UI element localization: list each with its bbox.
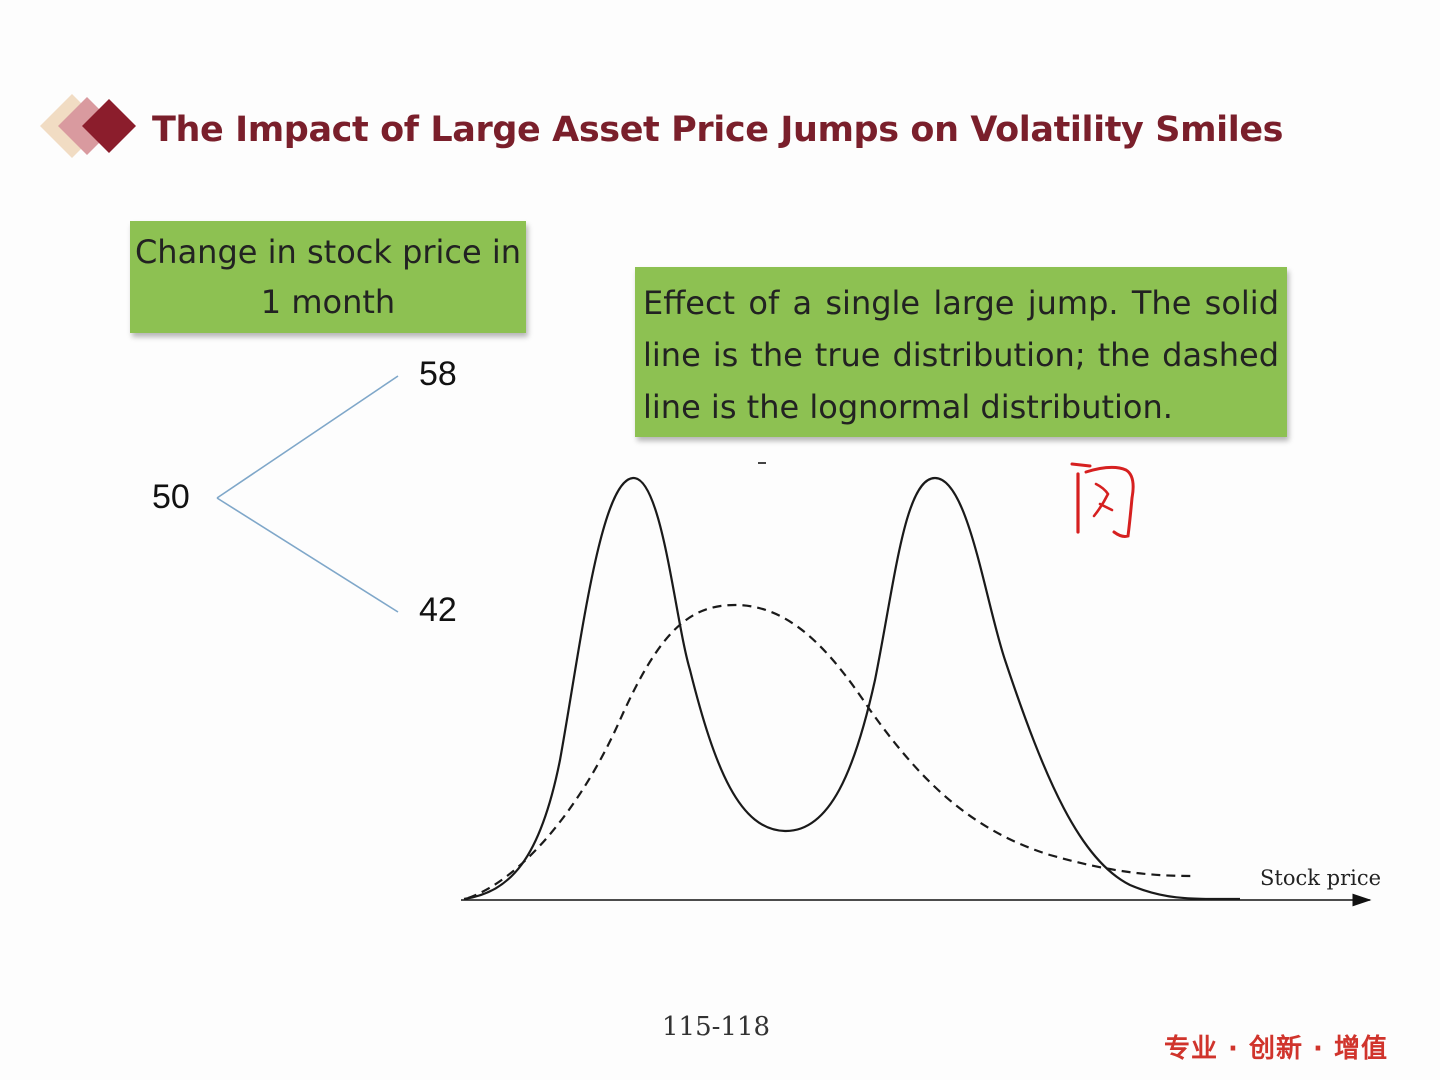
logo-diamonds-icon — [40, 94, 136, 158]
handwritten-annotation-icon — [1070, 462, 1135, 538]
tree-branch-up — [216, 375, 399, 499]
logo-diamond-dark — [82, 99, 136, 153]
tree-node-down: 42 — [419, 591, 457, 629]
series-solid-true-distribution — [463, 476, 1241, 901]
tree-node-up: 58 — [419, 355, 457, 393]
tree-branch-down — [216, 497, 399, 613]
page-title: The Impact of Large Asset Price Jumps on… — [152, 110, 1284, 150]
tree-node-root: 50 — [152, 478, 190, 516]
footer-slogan: 专业 · 创新 · 增值 — [1164, 1034, 1388, 1064]
x-axis-label: Stock price — [1260, 866, 1382, 890]
tree-caption-box: Change in stock price in 1 month — [130, 221, 526, 333]
effect-caption-box: Effect of a single large jump. The solid… — [635, 267, 1287, 437]
page-number: 115-118 — [662, 1012, 771, 1042]
series-dashed-lognormal — [467, 603, 1193, 900]
